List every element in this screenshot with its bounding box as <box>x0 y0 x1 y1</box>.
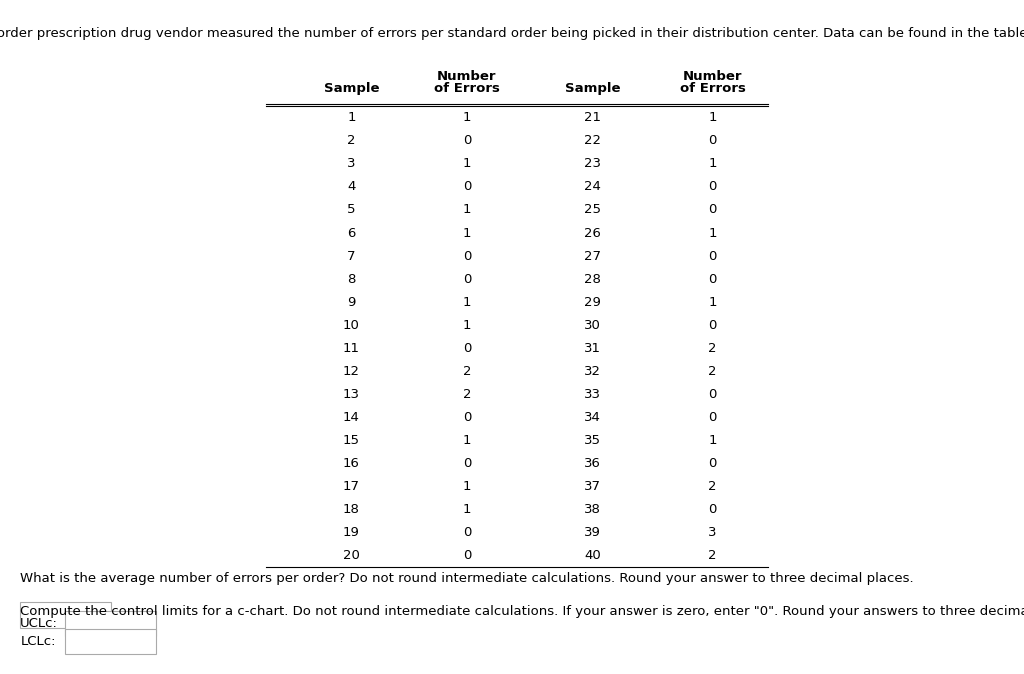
Text: 39: 39 <box>584 526 601 539</box>
Text: 1: 1 <box>709 434 717 447</box>
Text: 1: 1 <box>463 296 471 309</box>
Text: 0: 0 <box>709 249 717 263</box>
Text: 0: 0 <box>709 273 717 286</box>
Text: 2: 2 <box>347 134 355 148</box>
Text: 0: 0 <box>463 411 471 424</box>
Text: 8: 8 <box>347 273 355 286</box>
Text: 2: 2 <box>709 365 717 378</box>
Text: 1: 1 <box>463 226 471 239</box>
Text: of Errors: of Errors <box>680 82 745 96</box>
Text: Number: Number <box>437 70 497 83</box>
FancyBboxPatch shape <box>66 611 156 636</box>
Text: 0: 0 <box>709 319 717 332</box>
Text: 0: 0 <box>463 181 471 193</box>
Text: 27: 27 <box>584 249 601 263</box>
FancyBboxPatch shape <box>66 629 156 654</box>
Text: 0: 0 <box>463 342 471 355</box>
Text: 15: 15 <box>343 434 360 447</box>
Text: 1: 1 <box>709 111 717 124</box>
Text: 20: 20 <box>343 549 359 562</box>
Text: 0: 0 <box>463 134 471 148</box>
Text: 21: 21 <box>584 111 601 124</box>
Text: 0: 0 <box>709 134 717 148</box>
Text: LCLᴄ:: LCLᴄ: <box>20 635 55 648</box>
Text: 22: 22 <box>584 134 601 148</box>
Text: What is the average number of errors per order? Do not round intermediate calcul: What is the average number of errors per… <box>20 572 913 585</box>
Text: 1: 1 <box>463 319 471 332</box>
Text: 34: 34 <box>584 411 601 424</box>
Text: 35: 35 <box>584 434 601 447</box>
Text: 40: 40 <box>584 549 601 562</box>
Text: 7: 7 <box>347 249 355 263</box>
Text: of Errors: of Errors <box>434 82 500 96</box>
Text: 0: 0 <box>463 549 471 562</box>
Text: 0: 0 <box>463 526 471 539</box>
Text: 31: 31 <box>584 342 601 355</box>
Text: 28: 28 <box>584 273 601 286</box>
Text: 30: 30 <box>584 319 601 332</box>
Text: 2: 2 <box>463 365 471 378</box>
Text: 3: 3 <box>709 526 717 539</box>
Text: 26: 26 <box>584 226 601 239</box>
Text: 32: 32 <box>584 365 601 378</box>
Text: 1: 1 <box>709 157 717 171</box>
Text: 1: 1 <box>347 111 355 124</box>
Text: 4: 4 <box>347 181 355 193</box>
Text: Sample: Sample <box>324 82 379 96</box>
Text: 0: 0 <box>463 457 471 470</box>
Text: 1: 1 <box>709 226 717 239</box>
Text: 1: 1 <box>463 157 471 171</box>
Text: 1: 1 <box>463 111 471 124</box>
Text: 2: 2 <box>709 481 717 493</box>
Text: 3: 3 <box>347 157 355 171</box>
Text: 5: 5 <box>347 204 355 216</box>
Text: 1: 1 <box>463 434 471 447</box>
Text: 9: 9 <box>347 296 355 309</box>
Text: 0: 0 <box>709 388 717 401</box>
Text: 0: 0 <box>709 411 717 424</box>
Text: 2: 2 <box>709 549 717 562</box>
Text: 13: 13 <box>343 388 360 401</box>
Text: Compute the control limits for a c-chart. Do not round intermediate calculations: Compute the control limits for a c-chart… <box>20 605 1024 618</box>
Text: 1: 1 <box>463 503 471 516</box>
Text: 0: 0 <box>463 273 471 286</box>
Text: 0: 0 <box>709 204 717 216</box>
Text: 23: 23 <box>584 157 601 171</box>
Text: UCLᴄ:: UCLᴄ: <box>20 617 58 630</box>
Text: 33: 33 <box>584 388 601 401</box>
Text: 0: 0 <box>709 181 717 193</box>
Text: 1: 1 <box>463 481 471 493</box>
Text: 0: 0 <box>709 457 717 470</box>
Text: 10: 10 <box>343 319 359 332</box>
Text: 24: 24 <box>584 181 601 193</box>
Text: A mail-order prescription drug vendor measured the number of errors per standard: A mail-order prescription drug vendor me… <box>0 27 1024 40</box>
Text: 38: 38 <box>584 503 601 516</box>
Text: 12: 12 <box>343 365 360 378</box>
Text: 37: 37 <box>584 481 601 493</box>
Text: 25: 25 <box>584 204 601 216</box>
Text: 2: 2 <box>709 342 717 355</box>
Text: 6: 6 <box>347 226 355 239</box>
Text: 19: 19 <box>343 526 359 539</box>
Text: 1: 1 <box>709 296 717 309</box>
Text: 2: 2 <box>463 388 471 401</box>
Text: Sample: Sample <box>564 82 620 96</box>
Text: 1: 1 <box>463 204 471 216</box>
Text: 0: 0 <box>709 503 717 516</box>
Text: 29: 29 <box>584 296 601 309</box>
Text: 18: 18 <box>343 503 359 516</box>
Text: Number: Number <box>683 70 742 83</box>
Text: 17: 17 <box>343 481 360 493</box>
Text: 36: 36 <box>584 457 601 470</box>
Text: 11: 11 <box>343 342 360 355</box>
Text: 0: 0 <box>463 249 471 263</box>
Text: 16: 16 <box>343 457 359 470</box>
Text: 14: 14 <box>343 411 359 424</box>
FancyBboxPatch shape <box>20 603 111 627</box>
